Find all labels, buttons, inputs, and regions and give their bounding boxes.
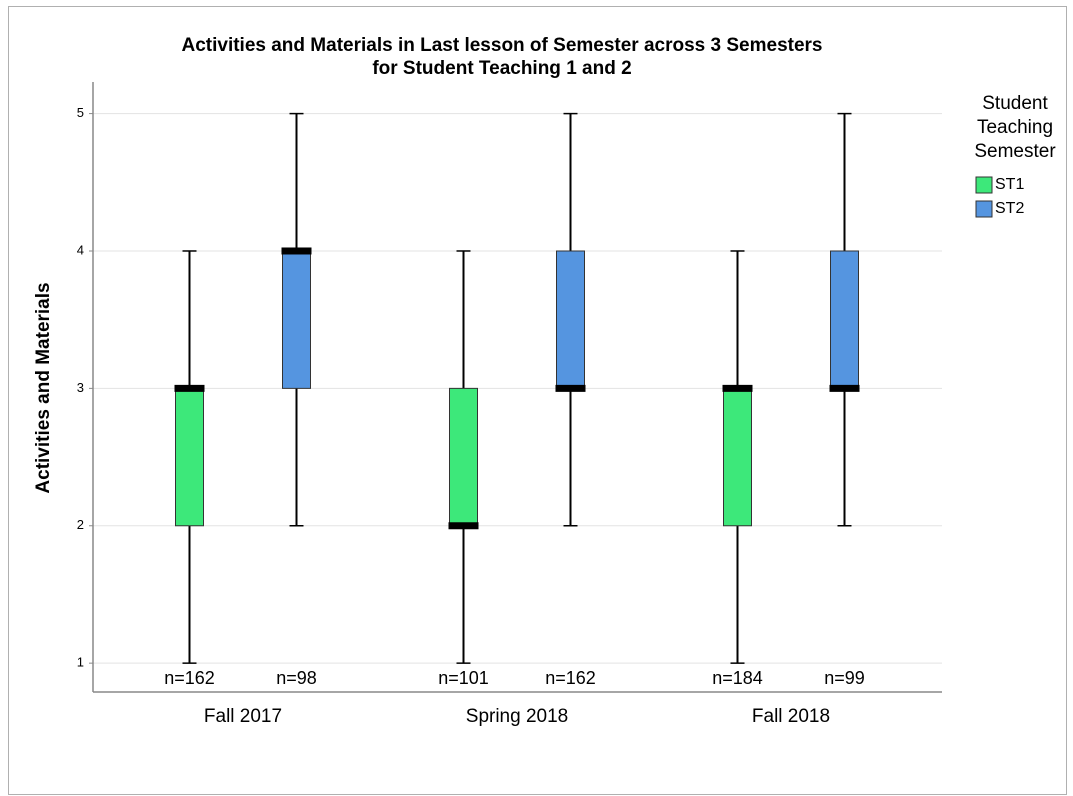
chart-title: Activities and Materials in Last lesson …: [181, 35, 822, 56]
median: [829, 384, 860, 392]
median: [555, 384, 586, 392]
n-label: n=98: [276, 668, 317, 688]
box: [723, 387, 752, 527]
median: [174, 384, 205, 392]
y-tick-label: 2: [77, 517, 84, 532]
legend-title: Teaching: [977, 117, 1053, 138]
y-axis-label: Activities and Materials: [33, 282, 54, 493]
x-tick-label: Fall 2017: [204, 706, 282, 727]
legend-swatch: [975, 200, 993, 218]
n-label: n=184: [712, 668, 763, 688]
x-tick-label: Fall 2018: [752, 706, 830, 727]
y-tick-label: 4: [77, 242, 84, 257]
n-label: n=101: [438, 668, 489, 688]
n-label: n=162: [164, 668, 215, 688]
box: [449, 387, 478, 527]
n-label: n=162: [545, 668, 596, 688]
y-tick-label: 5: [77, 105, 84, 120]
median: [722, 384, 753, 392]
legend-swatch: [975, 176, 993, 194]
y-tick-label: 1: [77, 655, 84, 670]
box: [175, 387, 204, 527]
legend-label: ST1: [995, 176, 1024, 193]
legend-title: Semester: [974, 141, 1056, 162]
box: [830, 250, 859, 389]
box: [282, 250, 311, 389]
median: [281, 247, 312, 255]
legend-label: ST2: [995, 200, 1024, 217]
legend-title: Student: [982, 93, 1048, 114]
box: [556, 250, 585, 389]
chart-title: for Student Teaching 1 and 2: [372, 58, 631, 79]
y-tick-label: 3: [77, 380, 84, 395]
n-label: n=99: [824, 668, 865, 688]
median: [448, 522, 479, 530]
x-tick-label: Spring 2018: [466, 706, 568, 727]
